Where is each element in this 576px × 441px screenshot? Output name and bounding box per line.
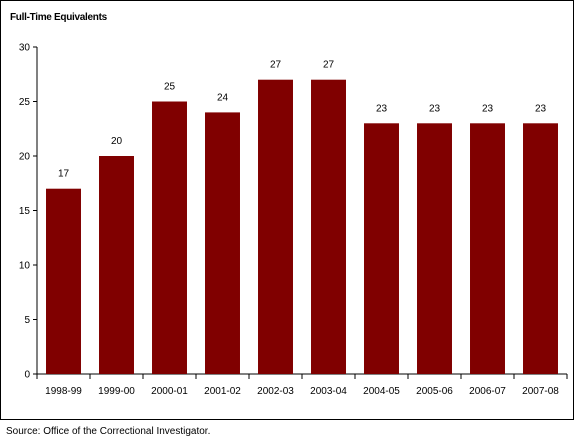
x-tick-label: 2000-01 — [151, 386, 188, 397]
y-tick-label: 10 — [19, 261, 31, 272]
x-tick-label: 2005-06 — [416, 386, 453, 397]
x-tick-label: 2003-04 — [310, 386, 347, 397]
y-tick-label: 20 — [19, 152, 31, 163]
data-label: 24 — [217, 92, 229, 103]
data-label: 20 — [111, 136, 123, 147]
bar — [311, 79, 346, 374]
y-tick-label: 0 — [24, 370, 30, 381]
y-tick-label: 5 — [24, 315, 30, 326]
bar — [205, 112, 240, 375]
bar — [46, 188, 81, 374]
y-axis-title: Full-Time Equivalents — [10, 12, 107, 23]
data-label: 17 — [58, 169, 70, 180]
data-label: 25 — [164, 82, 176, 93]
x-tick-label: 2004-05 — [363, 386, 400, 397]
bar — [364, 123, 399, 374]
bar — [417, 123, 452, 374]
x-tick-label: 2002-03 — [257, 386, 294, 397]
data-label: 23 — [482, 103, 494, 114]
bar — [258, 79, 293, 374]
data-label: 23 — [376, 103, 388, 114]
x-tick-label: 2001-02 — [204, 386, 241, 397]
x-tick-label: 2007-08 — [522, 386, 559, 397]
y-tick-label: 30 — [19, 43, 31, 54]
data-label: 23 — [535, 103, 547, 114]
data-label: 27 — [323, 60, 335, 71]
data-label: 23 — [429, 103, 441, 114]
x-tick-label: 1999-00 — [98, 386, 135, 397]
bar — [470, 123, 505, 374]
bar — [523, 123, 558, 374]
bar — [99, 156, 134, 374]
x-tick-label: 2006-07 — [469, 386, 506, 397]
bar — [152, 101, 187, 374]
data-label: 27 — [270, 60, 282, 71]
bar-chart: 0 5 10 15 20 25 30 17 1998-99 20 1999-00 25 2000-01 2… — [19, 43, 568, 397]
y-tick-label: 15 — [19, 206, 31, 217]
x-tick-label: 1998-99 — [45, 386, 82, 397]
y-tick-label: 25 — [19, 97, 31, 108]
source-note: Source: Office of the Correctional Inves… — [6, 426, 211, 437]
